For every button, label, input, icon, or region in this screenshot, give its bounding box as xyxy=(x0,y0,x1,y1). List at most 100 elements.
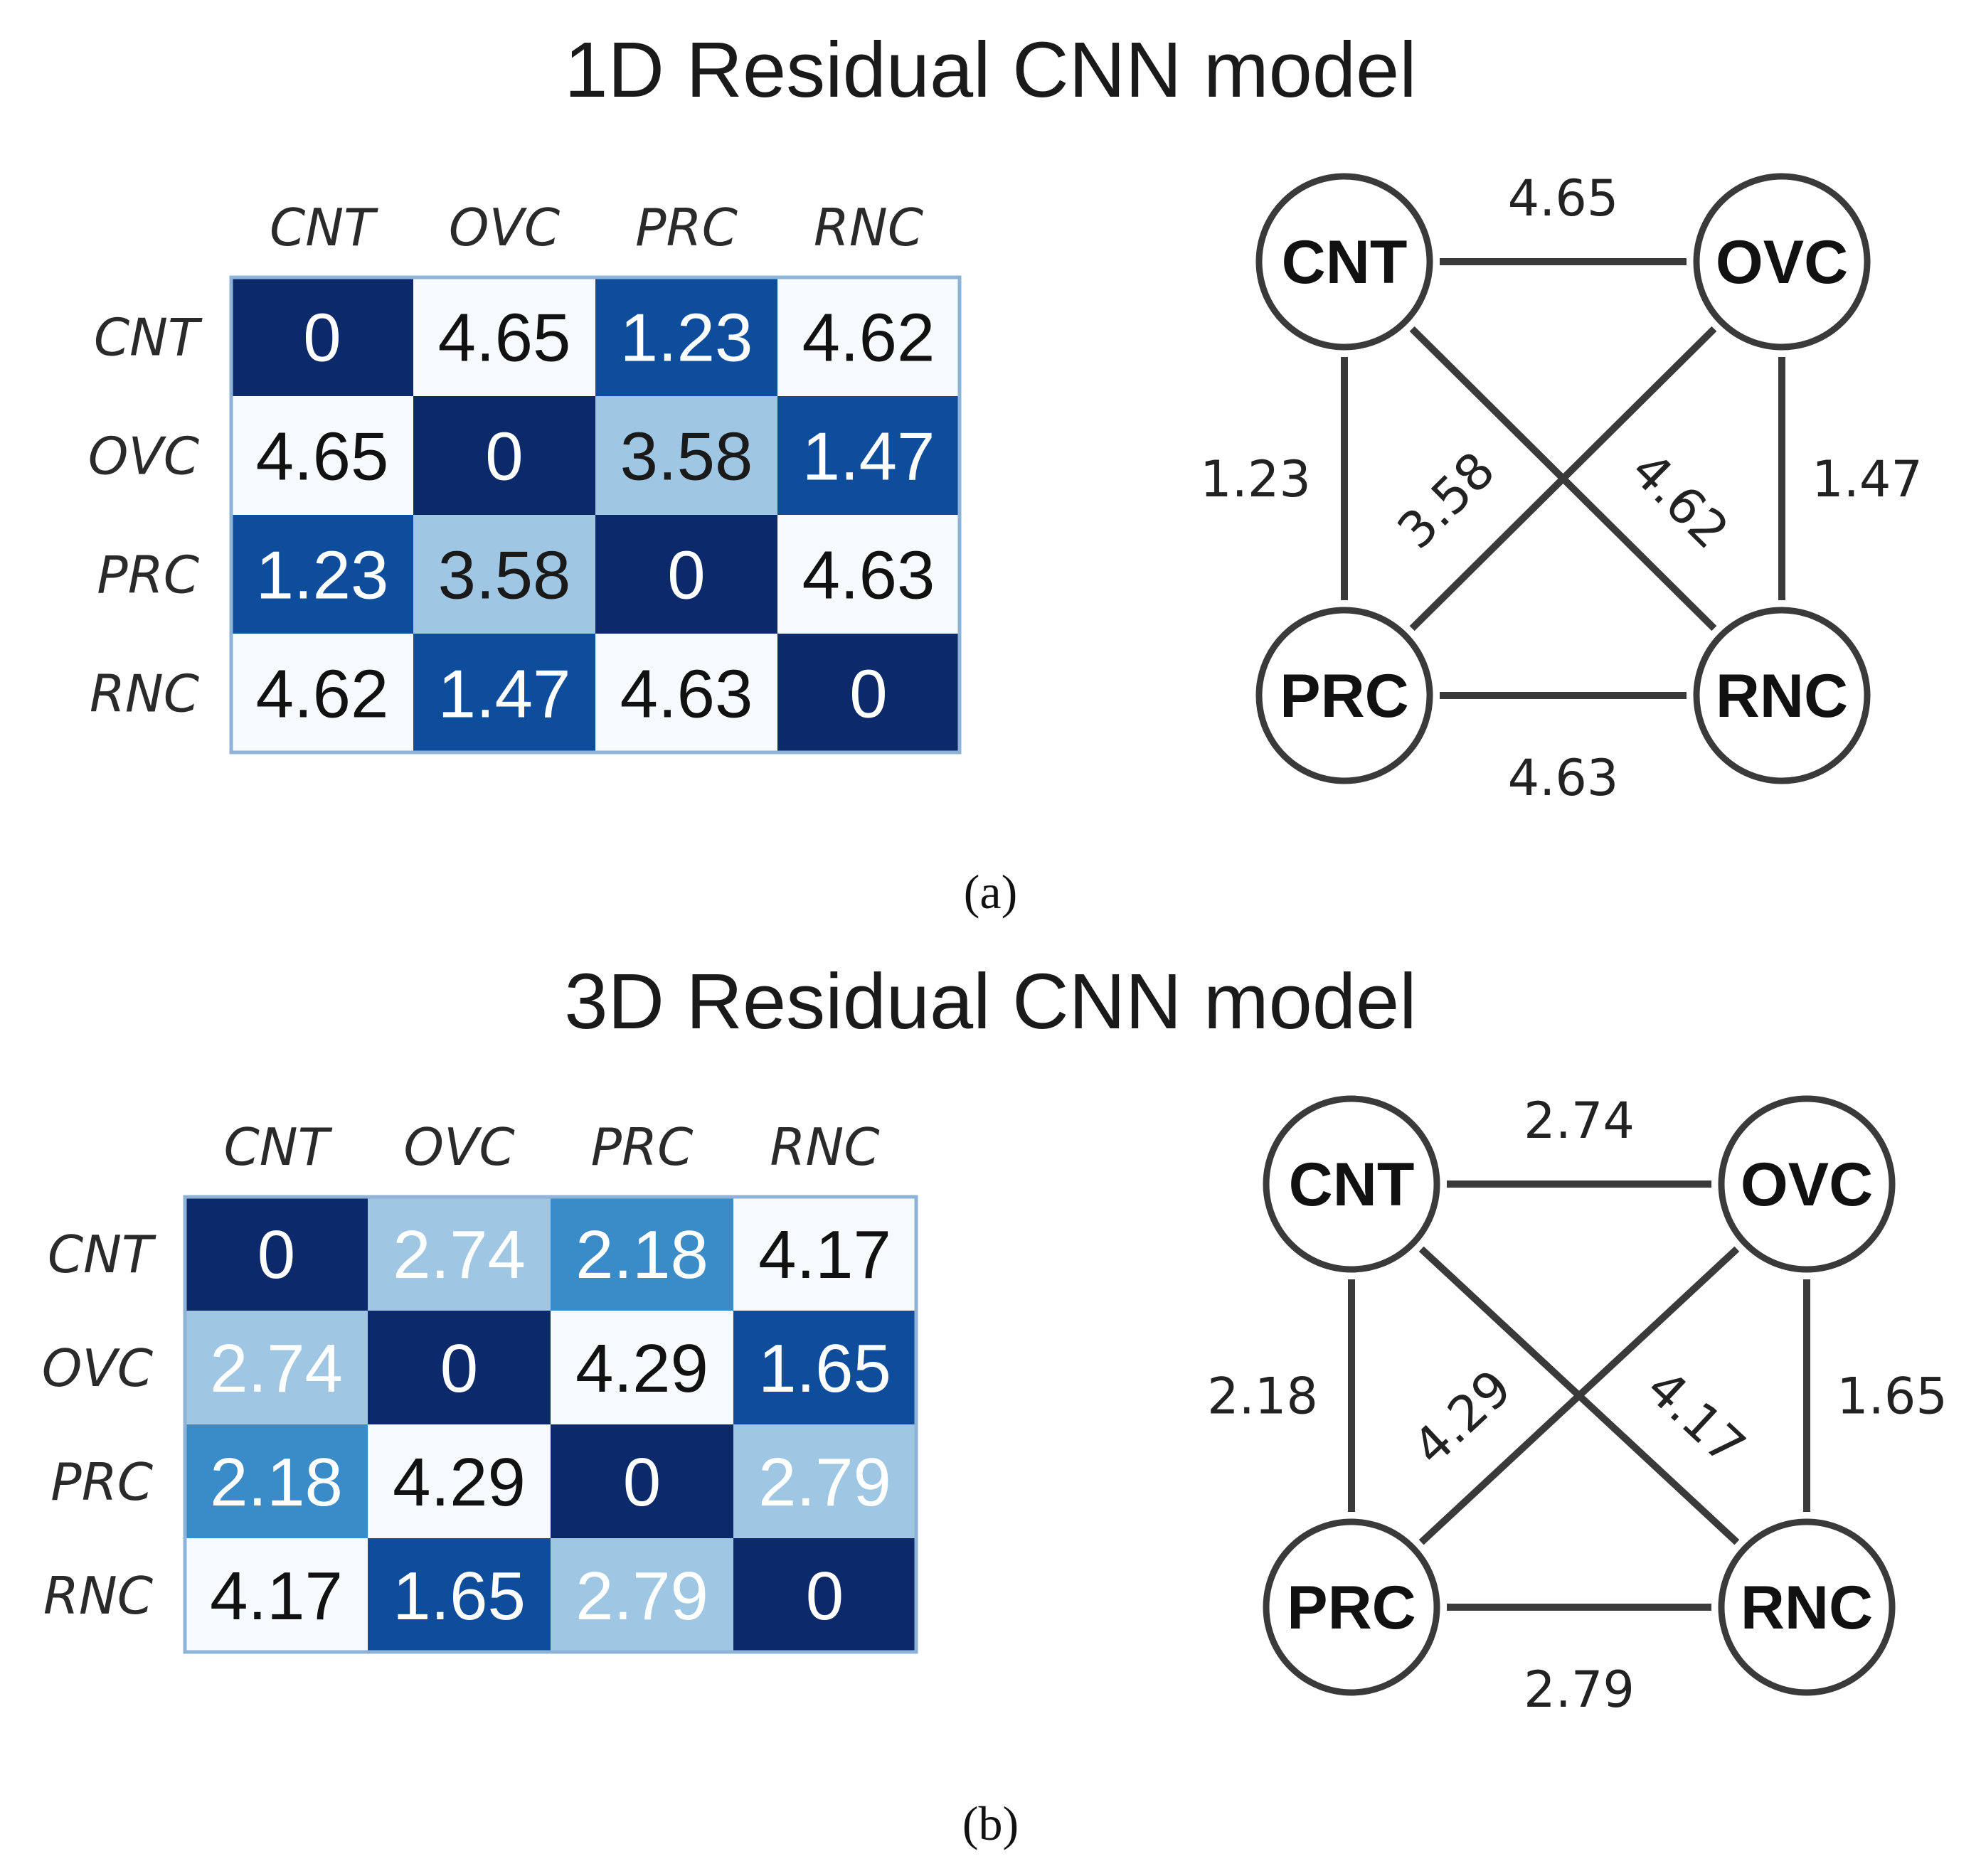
row-label: RNC xyxy=(43,1566,154,1626)
node-circle xyxy=(1255,173,1433,351)
node-label: OVC xyxy=(1741,1151,1873,1219)
heatmap-cell xyxy=(733,1538,916,1652)
heatmap-cell xyxy=(595,634,777,752)
edge-label: 2.74 xyxy=(1524,1092,1635,1150)
cell-value: 1.65 xyxy=(758,1331,891,1407)
cell-value: 2.18 xyxy=(210,1444,343,1520)
column-label: RNC xyxy=(814,198,924,257)
cell-value: 0 xyxy=(485,419,523,495)
node-circle xyxy=(1255,607,1433,784)
cell-value: 2.79 xyxy=(575,1558,708,1634)
heatmap-cell xyxy=(368,1538,551,1652)
edge-label: 2.79 xyxy=(1524,1661,1635,1719)
heatmap-cell xyxy=(777,277,960,396)
edge-label: 4.17 xyxy=(1635,1358,1756,1476)
heatmap-cell xyxy=(231,277,413,396)
heatmap-border xyxy=(183,1195,918,1654)
heatmap-cell xyxy=(368,1197,551,1311)
heatmap-cell xyxy=(185,1538,368,1652)
distance-graph: CNT OVC PRC RNC 2.74 2.18 1.65 2.79 4.29 4.17 xyxy=(1207,1092,1948,1719)
cell-value: 4.29 xyxy=(393,1444,526,1520)
edge-label: 1.47 xyxy=(1812,450,1923,508)
cell-value: 4.65 xyxy=(256,419,389,495)
node-label: CNT xyxy=(1289,1151,1415,1219)
cell-value: 3.58 xyxy=(620,419,753,495)
heatmap-cell xyxy=(777,396,960,515)
row-label: PRC xyxy=(97,545,199,605)
distance-graph: CNT OVC PRC RNC 4.65 1.23 1.47 4.63 3.58 4.62 xyxy=(1200,169,1923,807)
edge-label: 1.23 xyxy=(1200,450,1311,508)
edge-label: 4.29 xyxy=(1402,1358,1523,1476)
edge-line xyxy=(1418,1246,1740,1545)
cell-value: 4.17 xyxy=(758,1217,891,1293)
heatmap-cell xyxy=(551,1538,733,1652)
node-circle xyxy=(1718,1095,1896,1273)
edge-label: 4.65 xyxy=(1508,169,1619,228)
title-b: 3D Residual CNN model xyxy=(564,958,1417,1045)
edge-label: 1.65 xyxy=(1837,1368,1948,1426)
heatmap: CNT OVC PRC RNC CNT OVC PRC RNC 0 4.65 1.23 4.62 4.6… xyxy=(88,198,962,755)
cell-value: 4.63 xyxy=(620,656,753,732)
cell-value: 2.18 xyxy=(575,1217,708,1293)
cell-value: 4.65 xyxy=(438,300,571,376)
cell-value: 0 xyxy=(806,1558,844,1634)
node-label: CNT xyxy=(1282,228,1408,297)
column-label: OVC xyxy=(403,1117,515,1177)
cell-value: 1.23 xyxy=(620,300,753,376)
cell-value: 1.23 xyxy=(256,538,389,614)
cell-value: 3.58 xyxy=(438,538,571,614)
caption-a: (a) xyxy=(963,865,1018,919)
cell-value: 4.17 xyxy=(210,1558,343,1634)
heatmap-cell xyxy=(368,1311,551,1424)
cell-value: 1.65 xyxy=(393,1558,526,1634)
heatmap-cell xyxy=(551,1311,733,1424)
cell-value: 4.62 xyxy=(802,300,935,376)
heatmap-cell xyxy=(413,396,595,515)
column-label: PRC xyxy=(635,198,738,257)
cell-value: 1.47 xyxy=(802,419,935,495)
cell-value: 0 xyxy=(440,1331,478,1407)
edge-label: 3.58 xyxy=(1386,441,1506,560)
column-label: RNC xyxy=(770,1117,880,1177)
heatmap-cell xyxy=(368,1424,551,1538)
cell-value: 1.47 xyxy=(438,656,571,732)
cell-value: 4.63 xyxy=(802,538,935,614)
row-label: OVC xyxy=(42,1338,154,1398)
heatmap-cell xyxy=(595,396,777,515)
cell-value: 4.29 xyxy=(575,1331,708,1407)
row-label: RNC xyxy=(90,664,200,724)
node-label: RNC xyxy=(1741,1574,1873,1642)
heatmap-cell xyxy=(413,634,595,752)
row-label: CNT xyxy=(48,1225,156,1284)
panel-b: CNT OVC PRC RNC CNT OVC PRC RNC 0 2.74 2.18 4.17 2.7… xyxy=(42,1092,1948,1719)
column-label: PRC xyxy=(591,1117,694,1177)
heatmap-cell xyxy=(231,634,413,752)
title-a: 1D Residual CNN model xyxy=(564,26,1417,114)
heatmap-cell xyxy=(595,515,777,634)
node-label: PRC xyxy=(1287,1574,1416,1642)
row-label: CNT xyxy=(94,308,203,368)
cell-value: 2.79 xyxy=(758,1444,891,1520)
cell-value: 0 xyxy=(623,1444,661,1520)
node-label: PRC xyxy=(1280,662,1409,730)
heatmap-cell xyxy=(733,1197,916,1311)
panel-a: CNT OVC PRC RNC CNT OVC PRC RNC 0 4.65 1.23 4.62 4.6… xyxy=(88,169,1923,807)
heatmap-border xyxy=(229,275,962,755)
edge-line xyxy=(1409,326,1717,631)
heatmap-cell xyxy=(231,515,413,634)
heatmap-cell xyxy=(551,1424,733,1538)
heatmap-cell xyxy=(733,1424,916,1538)
column-label: OVC xyxy=(449,198,561,257)
cell-value: 0 xyxy=(849,656,887,732)
row-label: OVC xyxy=(88,427,200,486)
node-label: RNC xyxy=(1716,662,1848,730)
heatmap-cell xyxy=(185,1311,368,1424)
row-label: PRC xyxy=(51,1452,153,1512)
heatmap-cell xyxy=(777,634,960,752)
heatmap-cell xyxy=(231,396,413,515)
heatmap-cell xyxy=(413,515,595,634)
cell-value: 4.62 xyxy=(256,656,389,732)
heatmap-cell xyxy=(777,515,960,634)
cell-value: 0 xyxy=(303,300,341,376)
heatmap-cell xyxy=(595,277,777,396)
